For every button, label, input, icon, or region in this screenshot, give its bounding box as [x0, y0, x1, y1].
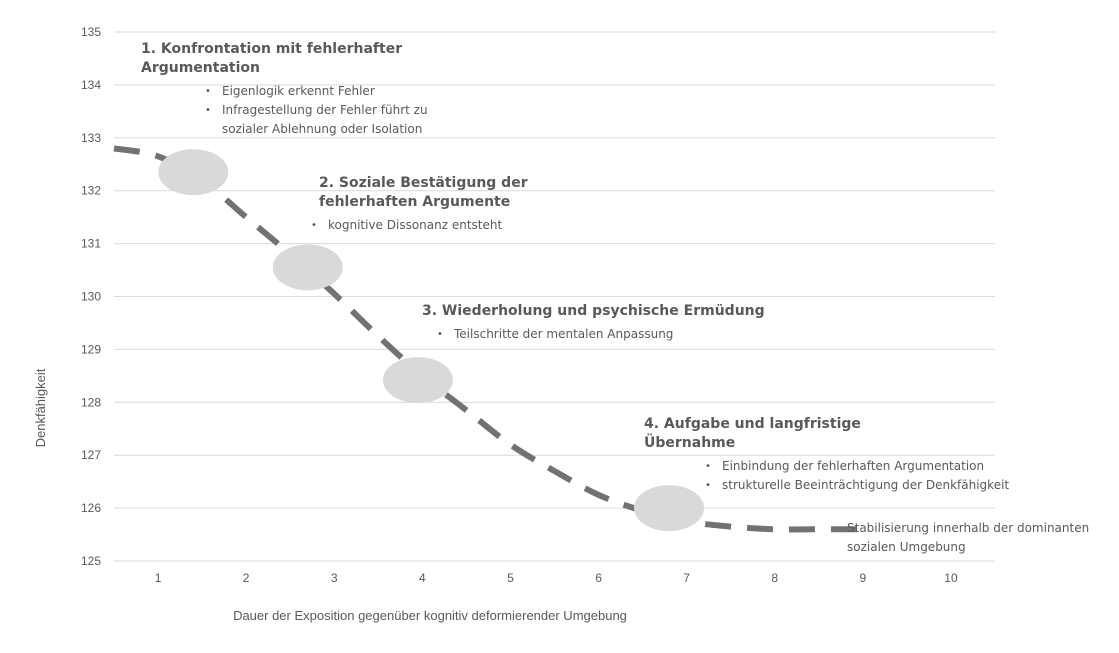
- x-tick-label: 5: [507, 571, 514, 585]
- annotation-title: 4. Aufgabe und langfristige Übernahme: [644, 416, 861, 451]
- series-lines: [113, 145, 863, 533]
- x-tick-label: 10: [944, 571, 958, 585]
- series-line: [113, 145, 863, 533]
- step-marker: [382, 357, 453, 404]
- y-tick-label: 131: [81, 237, 101, 251]
- annotation-step-2: 2. Soziale Bestätigung der fehlerhaften …: [311, 174, 539, 235]
- y-tick-label: 135: [81, 25, 101, 39]
- annotation-step-1: 1. Konfrontation mit fehlerhafter Argume…: [141, 40, 441, 139]
- annotation-title: 2. Soziale Bestätigung der fehlerhaften …: [319, 175, 528, 210]
- annotation-title: 1. Konfrontation mit fehlerhafter Argume…: [141, 41, 403, 76]
- step-marker: [634, 485, 705, 532]
- x-tick-label: 1: [155, 571, 162, 585]
- y-tick-label: 125: [81, 554, 101, 568]
- y-tick-label: 134: [81, 78, 101, 92]
- y-tick-labels: 125 126 127 128 129 130 131 132 133 134 135: [81, 25, 101, 568]
- gridlines: [114, 31, 995, 562]
- y-tick-label: 126: [81, 501, 101, 515]
- x-axis-label: Dauer der Exposition gegenüber kognitiv …: [233, 608, 627, 623]
- step-marker: [158, 149, 229, 196]
- x-tick-label: 2: [243, 571, 250, 585]
- x-tick-label: 4: [419, 571, 426, 585]
- y-tick-label: 132: [81, 184, 101, 198]
- x-tick-label: 8: [771, 571, 778, 585]
- annotation-step-3: 3. Wiederholung und psychische Ermüdung …: [422, 302, 782, 344]
- y-tick-label: 129: [81, 342, 101, 356]
- y-tick-label: 128: [81, 395, 101, 409]
- annotation-bullet: Eigenlogik erkennt Fehler: [202, 82, 452, 101]
- x-tick-label: 6: [595, 571, 602, 585]
- x-tick-label: 3: [331, 571, 338, 585]
- x-tick-labels: 1 2 3 4 5 6 7 8 9 10: [155, 571, 958, 585]
- annotation-bullet: Teilschritte der mentalen Anpassung: [434, 325, 754, 344]
- annotation-bullet: kognitive Dissonanz entsteht: [308, 216, 568, 235]
- y-tick-label: 130: [81, 290, 101, 304]
- markers: [158, 149, 705, 532]
- x-tick-label: 9: [860, 571, 867, 585]
- end-note: Stabilisierung innerhalb der dominanten …: [847, 521, 1090, 554]
- y-tick-label: 127: [81, 448, 101, 462]
- annotation-bullet: Infragestellung der Fehler führt zu sozi…: [202, 101, 452, 139]
- y-tick-label: 133: [81, 131, 101, 145]
- step-marker: [272, 244, 343, 291]
- y-axis-label: Denkfähigkeit: [33, 368, 48, 447]
- annotation-step-4: 4. Aufgabe und langfristige Übernahme Ei…: [644, 415, 1009, 495]
- annotation-bullet: Einbindung der fehlerhaften Argumentatio…: [702, 457, 1042, 476]
- annotation-title: 3. Wiederholung und psychische Ermüdung: [422, 303, 765, 319]
- annotation-bullet: strukturelle Beeinträchtigung der Denkfä…: [702, 476, 1042, 495]
- x-tick-label: 7: [683, 571, 690, 585]
